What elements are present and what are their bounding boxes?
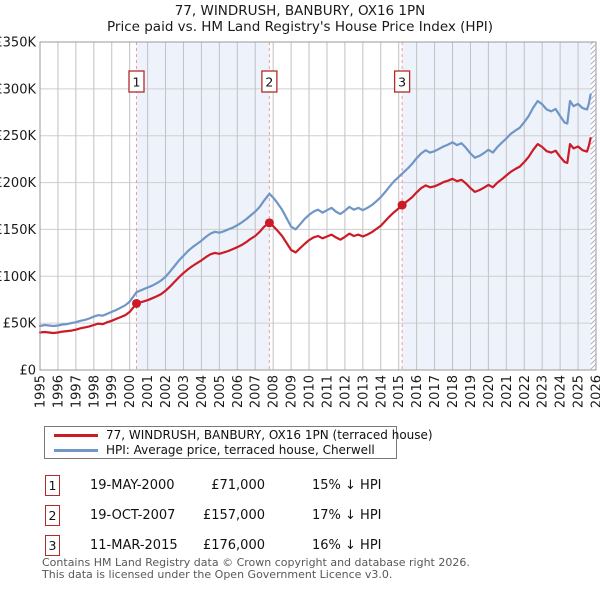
y-tick-label: £250K — [0, 129, 36, 144]
sale-number-box — [393, 70, 411, 93]
sale-hpi-diff: 16% ↓ HPI — [312, 538, 382, 553]
x-tick-label: 2019 — [464, 375, 479, 408]
sale-date: 11-MAR-2015 — [90, 538, 178, 553]
price-line-swatch — [54, 433, 98, 437]
sale-price: £176,000 — [202, 538, 265, 553]
sale-hpi-diff: 15% ↓ HPI — [312, 478, 382, 493]
y-tick-label: £300K — [0, 82, 36, 97]
x-tick-label: 2025 — [572, 375, 587, 408]
x-tick-label: 2001 — [141, 375, 156, 408]
y-tick-label: £350K — [0, 36, 36, 51]
chart-legend: 77, WINDRUSH, BANBURY, OX16 1PN (terrace… — [44, 426, 433, 459]
x-tick-label: 2003 — [177, 375, 192, 408]
page-subtitle: Price paid vs. HM Land Registry's House … — [107, 19, 493, 35]
x-tick-label: 2006 — [231, 375, 246, 408]
price-history-chart: £0 £50K £100K £150K £200K £250K £300K £350K 1995… — [0, 36, 600, 409]
y-tick-label: £200K — [0, 176, 36, 191]
y-tick-label: £0 — [19, 364, 36, 379]
shaded-band — [402, 42, 596, 370]
sale-marker-dot — [397, 200, 407, 210]
page-title: 77, WINDRUSH, BANBURY, OX16 1PN — [174, 3, 426, 19]
x-tick-label: 2005 — [213, 375, 228, 408]
x-tick-label: 2002 — [159, 375, 174, 408]
sale-date: 19-MAY-2000 — [90, 478, 175, 493]
x-tick-label: 1996 — [51, 375, 66, 408]
hpi-line-swatch — [54, 448, 98, 452]
shaded-band — [136, 42, 270, 370]
license-footer: Contains HM Land Registry data © Crown c… — [42, 557, 470, 580]
sale-number-badge: 2 — [45, 505, 60, 526]
x-tick-label: 2008 — [267, 375, 282, 408]
sale-price: £71,000 — [211, 478, 265, 493]
plot-border — [39, 41, 597, 371]
x-tick-label: 2010 — [303, 375, 318, 408]
sale-row: 3 11-MAR-2015 £176,000 16% ↓ HPI — [0, 535, 600, 559]
x-tick-label: 2016 — [410, 375, 425, 408]
x-tick-label: 2011 — [320, 375, 335, 408]
x-tick-label: 2014 — [374, 375, 389, 408]
x-tick-label: 2012 — [338, 375, 353, 408]
x-tick-label: 2015 — [392, 375, 407, 408]
x-tick-label: 2023 — [536, 375, 551, 408]
x-tick-label: 1995 — [34, 375, 49, 408]
sale-price: £157,000 — [202, 508, 265, 523]
x-tick-label: 2004 — [195, 375, 210, 408]
x-tick-label: 1997 — [69, 375, 84, 408]
y-tick-label: £150K — [0, 223, 36, 238]
x-tick-label: 2007 — [249, 375, 264, 408]
x-tick-label: 2024 — [554, 375, 569, 408]
sale-number-box — [128, 70, 145, 93]
x-tick-label: 2020 — [482, 375, 497, 408]
x-tick-label: 1998 — [87, 375, 102, 408]
y-tick-label: £50K — [3, 317, 37, 332]
sale-row: 2 19-OCT-2007 £157,000 17% ↓ HPI — [0, 505, 600, 529]
sale-number-box — [261, 70, 278, 93]
sale-number-box-label: 2 — [265, 75, 273, 90]
x-tick-label: 2022 — [518, 375, 533, 408]
legend-label-hpi: HPI: Average price, terraced house, Cher… — [106, 443, 375, 457]
sale-marker-dot — [264, 218, 274, 228]
x-tick-label: 2017 — [428, 375, 443, 408]
sale-row: 1 19-MAY-2000 £71,000 15% ↓ HPI — [0, 475, 600, 499]
y-tick-label: £100K — [0, 270, 36, 285]
sale-number-box-label: 3 — [398, 75, 406, 90]
sale-number-badge: 3 — [45, 535, 60, 556]
legend-row-hpi: HPI: Average price, terraced house, Cher… — [45, 443, 396, 458]
x-tick-label: 2026 — [590, 375, 600, 408]
footer-line-2: This data is licensed under the Open Gov… — [42, 567, 393, 581]
x-tick-label: 2021 — [500, 375, 515, 408]
sale-marker-dot — [131, 298, 141, 308]
sale-number-badge: 1 — [45, 475, 60, 496]
sale-date: 19-OCT-2007 — [90, 508, 176, 523]
legend-row-price: 77, WINDRUSH, BANBURY, OX16 1PN (terrace… — [45, 428, 433, 443]
x-tick-label: 1999 — [105, 375, 120, 408]
hpi-line — [38, 93, 592, 328]
footer-line-1: Contains HM Land Registry data © Crown c… — [42, 556, 470, 569]
future-strip-hatch — [590, 42, 596, 370]
x-tick-label: 2009 — [285, 375, 300, 408]
x-tick-label: 2013 — [356, 375, 371, 408]
sale-number-box-label: 1 — [133, 75, 141, 90]
sale-hpi-diff: 17% ↓ HPI — [312, 508, 382, 523]
legend-label-price: 77, WINDRUSH, BANBURY, OX16 1PN (terrace… — [106, 428, 433, 442]
x-tick-label: 2000 — [123, 375, 138, 408]
x-tick-label: 2018 — [446, 375, 461, 408]
